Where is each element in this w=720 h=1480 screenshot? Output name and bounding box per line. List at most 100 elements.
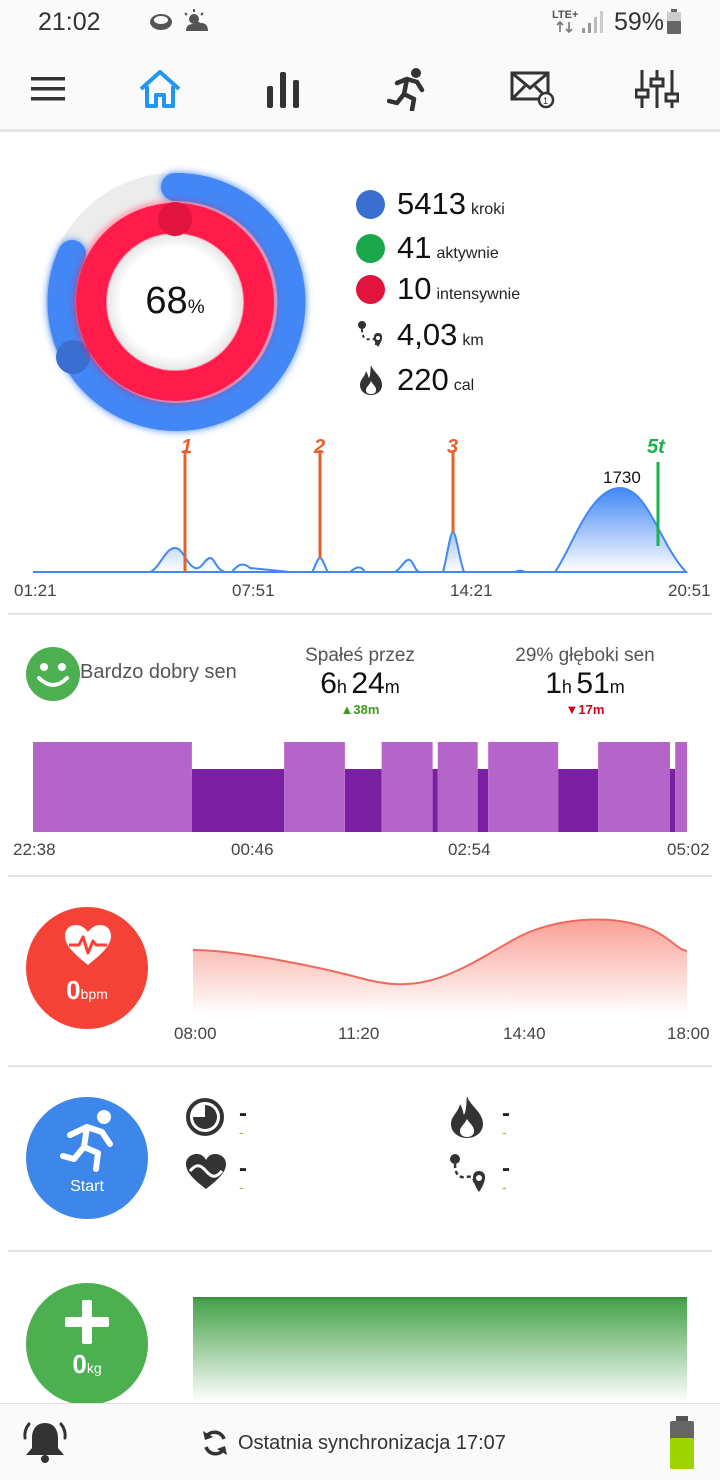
network-type: LTE+ [552, 9, 579, 21]
marker-label-3: 3 [447, 436, 459, 458]
activity-ring[interactable] [30, 155, 330, 455]
sleep-deep-header: 29% głęboki sen [515, 645, 655, 666]
sync-status[interactable]: Ostatnia synchronizacja 17:07 [200, 1426, 506, 1460]
steps-axis-label: 14:21 [450, 581, 493, 600]
heart-pulse-icon [65, 925, 111, 965]
sleep-deep-delta: ▼17m [565, 702, 605, 717]
steps-ring-knob [56, 340, 90, 374]
steps-stat: 5413 kroki [356, 186, 505, 226]
sleep-light-segment [33, 742, 192, 832]
sleep-light-segment [437, 742, 478, 832]
weight-chart[interactable] [193, 1296, 687, 1402]
start-workout-button[interactable]: Start [26, 1097, 148, 1219]
signal-icon [582, 11, 603, 33]
weather-icon [184, 9, 208, 31]
workout-calories-sub: - [502, 1124, 507, 1140]
sync-icon [203, 1430, 227, 1456]
heart-rate-line [193, 918, 687, 986]
sleep-light-segment [284, 742, 345, 832]
workout-heart-sub: - [239, 1179, 244, 1195]
heart-rate-axis-label: 11:20 [338, 1024, 380, 1043]
nav-home[interactable] [115, 46, 205, 132]
status-bar: 21:02 LTE+ 59% [0, 0, 720, 46]
nav-workout[interactable] [362, 46, 452, 132]
section-divider [8, 875, 712, 877]
plus-icon [65, 1300, 109, 1344]
sleep-total-delta: ▲38m [340, 702, 380, 717]
workout-duration-sub: - [239, 1124, 244, 1140]
sleep-deep-segment [558, 769, 599, 832]
steps-chart[interactable] [0, 430, 720, 580]
workout-calories-value: - [502, 1100, 510, 1127]
section-divider [8, 1065, 712, 1067]
menu-button[interactable] [4, 46, 94, 132]
marker-label-5t: 5t [647, 436, 665, 458]
sleep-deep-value: 1h 51m [545, 667, 625, 700]
notification-icon [150, 14, 172, 30]
nav-notifications[interactable]: 1 [488, 46, 578, 132]
heart-rate-area [193, 919, 687, 1015]
sleep-quality-label: Bardzo dobry sen [80, 661, 237, 683]
sliders-icon [635, 70, 679, 108]
battery-icon [667, 9, 681, 34]
calories-stat: 220 cal [356, 362, 474, 402]
status-time: 21:02 [38, 8, 101, 36]
sleep-light-segment [381, 742, 433, 832]
heart-rate-button[interactable]: 0bpm [26, 907, 148, 1029]
workout-distance-sub: - [502, 1179, 507, 1195]
section-divider [8, 1250, 712, 1252]
runner-icon [60, 1110, 113, 1172]
active-dot [356, 234, 385, 263]
sleep-deep-segment [345, 769, 382, 832]
intense-dot [356, 275, 385, 304]
distance-stat: 4,03 km [356, 317, 484, 357]
steps-peak-label: 1730 [603, 468, 641, 487]
active-minutes-stat: 41 aktywnie [356, 230, 499, 270]
alarm-bell-icon[interactable] [22, 1418, 68, 1464]
nav-statistics[interactable] [238, 46, 328, 132]
steps-axis-label: 01:21 [14, 581, 57, 600]
marker-label-2: 2 [314, 436, 326, 458]
section-divider [8, 613, 712, 615]
data-arrows-icon [556, 20, 573, 34]
sleep-deep-segment [191, 769, 285, 832]
bar-chart-icon [267, 72, 299, 108]
heart-wave-icon [186, 1154, 226, 1189]
workout-heart-value: - [239, 1155, 247, 1182]
hamburger-icon [31, 77, 65, 101]
battery-percent: 59% [613, 8, 664, 36]
goal-percent: 68% [145, 280, 205, 322]
sleep-deep-segment [670, 769, 676, 832]
route-icon [450, 1154, 486, 1192]
intense-ring-knob [158, 202, 192, 236]
heart-rate-chart[interactable] [193, 915, 687, 1015]
heart-rate-axis-label: 18:00 [667, 1024, 710, 1043]
sleep-chart[interactable] [33, 742, 687, 832]
device-battery-icon [670, 1416, 694, 1469]
mail-settings-icon: 1 [510, 71, 555, 109]
nav-bar: 1 [0, 46, 720, 132]
sleep-light-segment [488, 742, 559, 832]
steps-axis-label: 07:51 [232, 581, 275, 600]
sleep-light-segment [598, 742, 670, 832]
flame-icon [451, 1096, 483, 1138]
smiley-icon [26, 647, 80, 701]
marker-label-1: 1 [181, 436, 193, 458]
heart-rate-axis-label: 14:40 [503, 1024, 546, 1043]
svg-text:1: 1 [543, 96, 548, 106]
sleep-total-value: 6h 24m [320, 667, 400, 700]
route-icon [358, 321, 383, 347]
steps-axis-label: 20:51 [668, 581, 711, 600]
flame-icon [360, 365, 382, 395]
steps-dot [356, 190, 385, 219]
add-weight-button[interactable]: 0kg [26, 1283, 148, 1405]
sleep-axis-label: 22:38 [13, 840, 56, 859]
weight-area [193, 1298, 687, 1402]
intense-minutes-stat: 10 intensywnie [356, 271, 520, 311]
home-icon [139, 70, 181, 108]
sleep-deep-segment [432, 769, 438, 832]
workout-distance-value: - [502, 1155, 510, 1182]
nav-settings[interactable] [612, 46, 702, 132]
sleep-axis-label: 00:46 [231, 840, 274, 859]
sleep-light-segment [675, 742, 687, 832]
